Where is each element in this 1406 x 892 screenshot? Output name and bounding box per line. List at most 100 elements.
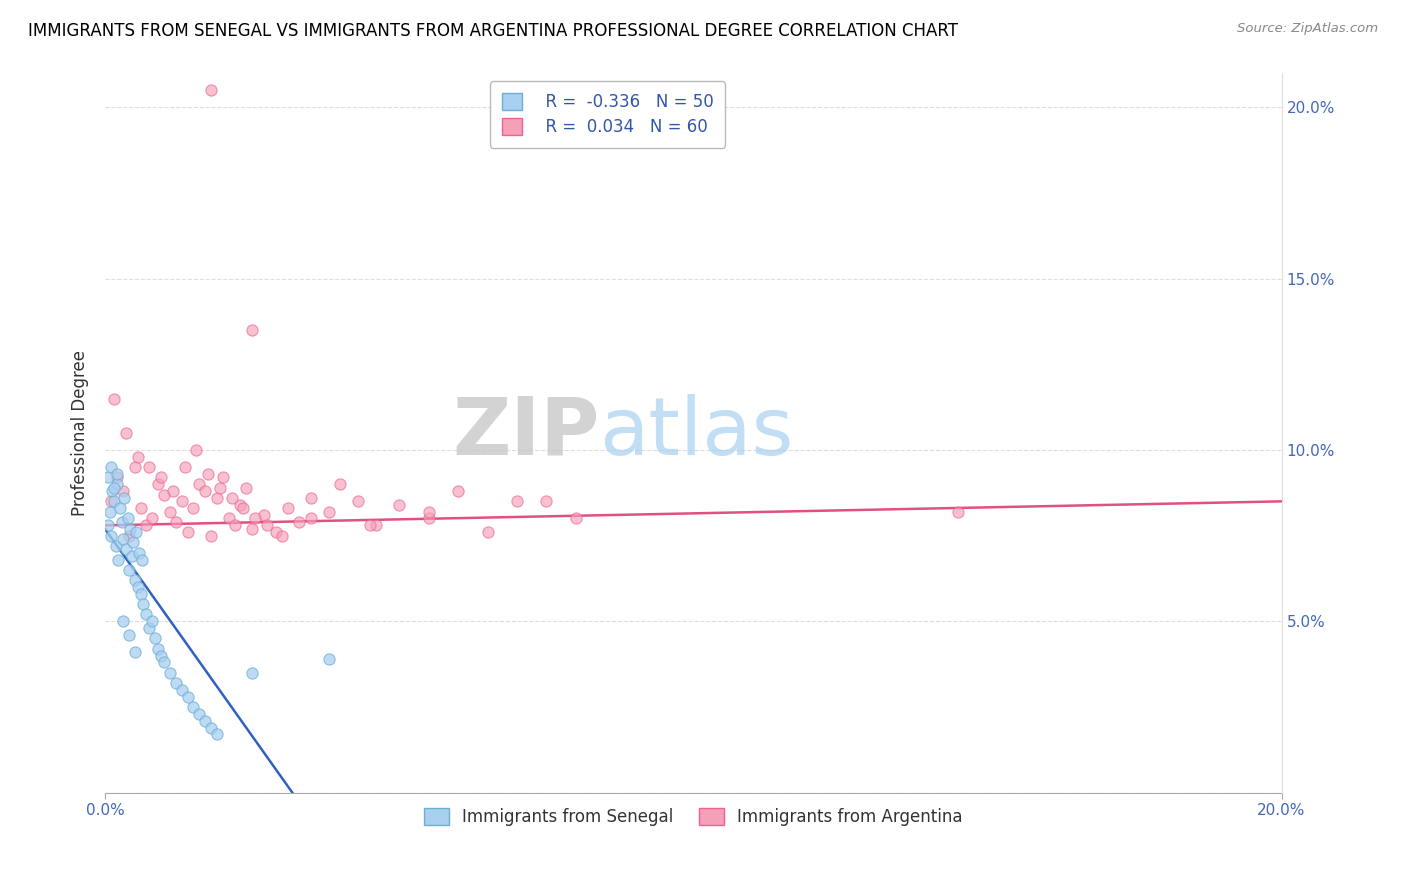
Point	[111, 615, 134, 629]
Point	[138, 460, 160, 475]
Point	[105, 470, 128, 484]
Point	[205, 727, 228, 741]
Point	[165, 515, 187, 529]
Point	[122, 535, 145, 549]
Point	[131, 552, 153, 566]
Point	[103, 392, 125, 406]
Text: ZIP: ZIP	[451, 393, 599, 472]
Point	[318, 652, 340, 666]
Text: IMMIGRANTS FROM SENEGAL VS IMMIGRANTS FROM ARGENTINA PROFESSIONAL DEGREE CORRELA: IMMIGRANTS FROM SENEGAL VS IMMIGRANTS FR…	[28, 22, 957, 40]
Point	[162, 484, 184, 499]
Point	[224, 518, 246, 533]
Point	[135, 518, 157, 533]
Point	[506, 494, 529, 508]
Point	[111, 515, 134, 529]
Point	[299, 511, 322, 525]
Point	[129, 587, 152, 601]
Point	[128, 546, 150, 560]
Point	[183, 700, 205, 714]
Point	[477, 525, 499, 540]
Point	[253, 508, 276, 522]
Point	[288, 515, 311, 529]
Y-axis label: Professional Degree: Professional Degree	[72, 350, 89, 516]
Point	[117, 511, 139, 525]
Point	[150, 470, 173, 484]
Point	[100, 494, 122, 508]
Point	[188, 477, 211, 491]
Point	[418, 511, 440, 525]
Legend: Immigrants from Senegal, Immigrants from Argentina: Immigrants from Senegal, Immigrants from…	[416, 800, 972, 835]
Point	[153, 656, 176, 670]
Point	[132, 597, 155, 611]
Text: Source: ZipAtlas.com: Source: ZipAtlas.com	[1237, 22, 1378, 36]
Point	[97, 470, 120, 484]
Point	[159, 665, 181, 680]
Point	[124, 645, 146, 659]
Point	[299, 491, 322, 505]
Point	[240, 323, 263, 337]
Point	[176, 525, 198, 540]
Point	[170, 682, 193, 697]
Point	[150, 648, 173, 663]
Point	[118, 628, 141, 642]
Point	[107, 552, 129, 566]
Point	[447, 484, 470, 499]
Point	[112, 491, 135, 505]
Point	[165, 676, 187, 690]
Point	[200, 83, 222, 97]
Point	[388, 498, 411, 512]
Point	[98, 505, 121, 519]
Point	[364, 518, 387, 533]
Point	[153, 487, 176, 501]
Point	[218, 511, 240, 525]
Point	[176, 690, 198, 704]
Point	[118, 528, 141, 542]
Point	[135, 607, 157, 622]
Point	[208, 481, 231, 495]
Point	[121, 549, 143, 564]
Point	[97, 518, 120, 533]
Text: atlas: atlas	[599, 393, 793, 472]
Point	[232, 501, 254, 516]
Point	[103, 494, 125, 508]
Point	[125, 525, 148, 540]
Point	[186, 442, 208, 457]
Point	[114, 542, 136, 557]
Point	[264, 525, 287, 540]
Point	[103, 481, 125, 495]
Point	[118, 563, 141, 577]
Point	[141, 615, 163, 629]
Point	[127, 580, 149, 594]
Point	[347, 494, 370, 508]
Point	[124, 573, 146, 587]
Point	[329, 477, 352, 491]
Point	[108, 501, 131, 516]
Point	[200, 721, 222, 735]
Point	[188, 706, 211, 721]
Point	[256, 518, 278, 533]
Point	[240, 522, 263, 536]
Point	[138, 621, 160, 635]
Point	[170, 494, 193, 508]
Point	[105, 467, 128, 481]
Point	[127, 450, 149, 464]
Point	[105, 477, 128, 491]
Point	[235, 481, 257, 495]
Point	[100, 460, 122, 475]
Point	[564, 511, 586, 525]
Point	[159, 505, 181, 519]
Point	[114, 425, 136, 440]
Point	[111, 532, 134, 546]
Point	[100, 528, 122, 542]
Point	[173, 460, 195, 475]
Point	[245, 511, 267, 525]
Point	[221, 491, 243, 505]
Point	[318, 505, 340, 519]
Point	[141, 511, 163, 525]
Point	[104, 539, 127, 553]
Point	[229, 498, 252, 512]
Point	[146, 641, 169, 656]
Point	[240, 665, 263, 680]
Point	[200, 528, 222, 542]
Point	[183, 501, 205, 516]
